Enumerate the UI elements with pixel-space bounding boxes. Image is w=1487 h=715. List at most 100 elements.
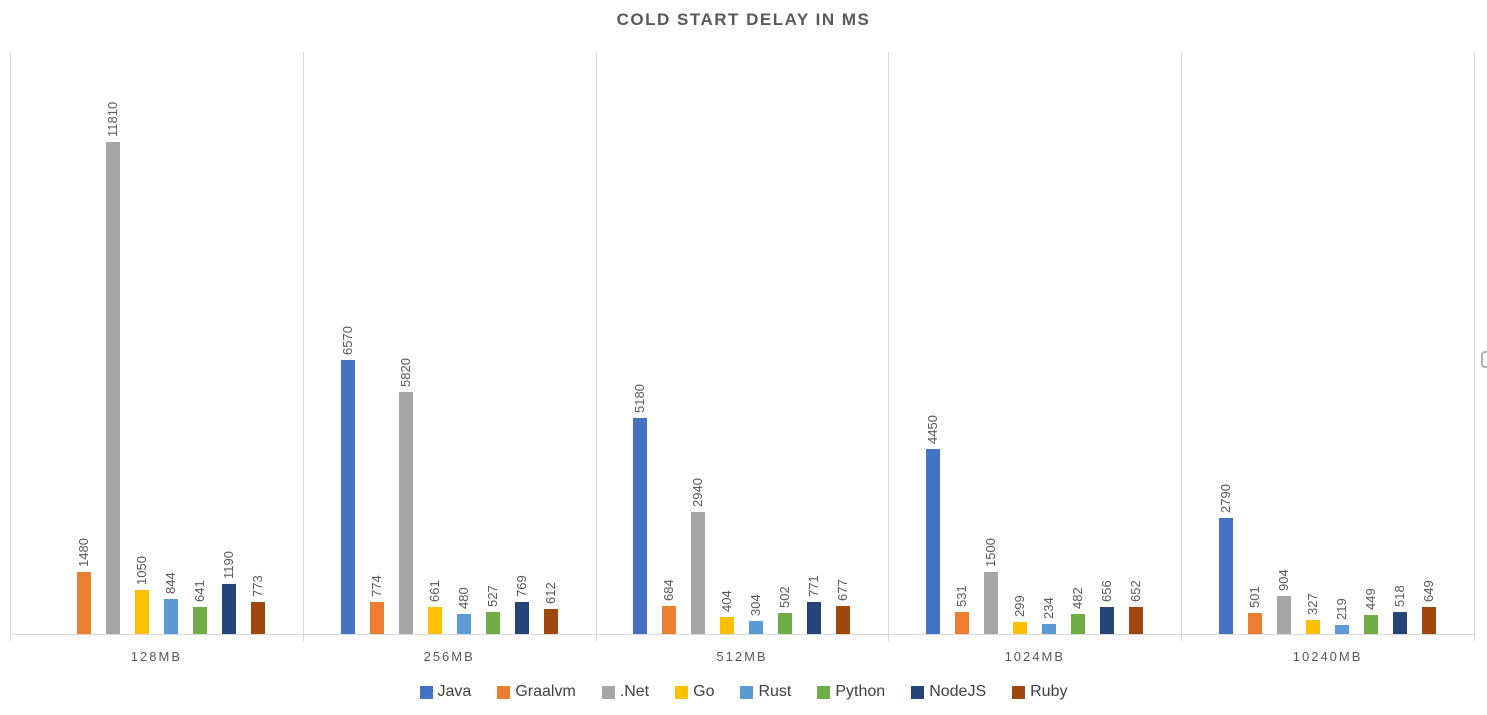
- legend-label-rust: Rust: [758, 683, 792, 700]
- legend-item-java: Java: [419, 683, 471, 701]
- bar-slot-rust-10240mb: 219: [1334, 52, 1350, 634]
- value-label-rust-256mb: 480: [455, 587, 471, 609]
- bar-graalvm-10240mb: [1248, 613, 1263, 634]
- bar-slot-java-128mb: [48, 52, 62, 634]
- bar-net-128mb: [105, 142, 120, 634]
- value-label-go-512mb: 404: [719, 590, 735, 613]
- bar-slot-net-256mb: 5820: [397, 52, 413, 634]
- legend-label-go: Go: [693, 683, 715, 700]
- category-group-128mb: 1480 11810 1050 844 641 1190 773: [10, 52, 303, 634]
- legend-item-graalvm: Graalvm: [497, 683, 576, 701]
- legend-label-net: .Net: [619, 683, 650, 700]
- bar-ruby-1024mb: [1129, 606, 1144, 634]
- legend-swatch-graalvm: [497, 685, 511, 699]
- bar-slot-nodejs-1024mb: 656: [1099, 52, 1115, 634]
- bar-rust-10240mb: [1335, 624, 1350, 634]
- legend-swatch-ruby: [1012, 685, 1026, 699]
- value-label-ruby-512mb: 677: [835, 579, 851, 601]
- bar-net-512mb: [691, 511, 706, 634]
- bar-go-1024mb: [1013, 621, 1028, 634]
- bar-slot-net-1024mb: 1500: [983, 52, 999, 634]
- category-axis: 128MB 256MB 512MB 1024MB 10240MB: [10, 635, 1474, 665]
- value-label-nodejs-10240mb: 518: [1392, 585, 1408, 608]
- bar-slot-python-10240mb: 449: [1363, 52, 1379, 634]
- bar-nodejs-10240mb: [1393, 612, 1408, 634]
- bar-graalvm-128mb: [76, 572, 91, 634]
- bar-python-1024mb: [1071, 613, 1086, 634]
- value-label-net-128mb: 11810: [104, 102, 120, 138]
- bar-ruby-128mb: [250, 601, 265, 634]
- value-label-graalvm-256mb: 774: [368, 575, 384, 597]
- bar-slot-ruby-128mb: 773: [250, 52, 265, 634]
- bar-slot-nodejs-10240mb: 518: [1392, 52, 1408, 634]
- bar-slot-net-512mb: 2940: [690, 52, 706, 634]
- legend-item-nodejs: NodeJS: [911, 683, 986, 701]
- bar-slot-nodejs-256mb: 769: [514, 52, 529, 634]
- value-label-java-1024mb: 4450: [925, 414, 941, 444]
- value-label-ruby-1024mb: 652: [1128, 580, 1144, 602]
- bar-java-10240mb: [1219, 517, 1234, 634]
- value-label-net-256mb: 5820: [397, 357, 413, 387]
- bar-slot-graalvm-10240mb: 501: [1247, 52, 1263, 634]
- bar-slot-rust-1024mb: 234: [1041, 52, 1057, 634]
- bar-slot-graalvm-256mb: 774: [368, 52, 384, 634]
- gridline: [1474, 52, 1475, 641]
- bar-rust-256mb: [456, 614, 471, 634]
- bar-slot-net-10240mb: 904: [1276, 52, 1292, 634]
- bar-nodejs-512mb: [807, 601, 822, 634]
- legend-item-python: Python: [817, 683, 885, 701]
- bar-python-10240mb: [1364, 615, 1379, 634]
- legend-label-graalvm: Graalvm: [515, 683, 576, 700]
- value-label-graalvm-1024mb: 531: [954, 585, 970, 607]
- bar-slot-rust-512mb: 304: [748, 52, 764, 634]
- cropped-ui-fragment: [1481, 351, 1487, 368]
- bar-python-256mb: [485, 612, 500, 634]
- bar-slot-python-512mb: 502: [777, 52, 793, 634]
- gridline: [595, 52, 597, 641]
- bar-slot-graalvm-1024mb: 531: [954, 52, 970, 634]
- value-label-ruby-10240mb: 649: [1421, 580, 1437, 602]
- value-label-graalvm-512mb: 684: [661, 578, 677, 601]
- value-label-python-512mb: 502: [777, 586, 793, 609]
- chart-title: COLD START DELAY IN MS: [616, 10, 871, 29]
- value-label-graalvm-128mb: 1480: [75, 538, 91, 568]
- value-label-java-256mb: 6570: [339, 326, 355, 356]
- bar-go-256mb: [427, 606, 442, 634]
- bar-slot-go-512mb: 404: [719, 52, 735, 634]
- bar-go-10240mb: [1306, 620, 1321, 634]
- legend-label-python: Python: [835, 683, 886, 700]
- bar-rust-1024mb: [1042, 624, 1057, 634]
- bar-java-1024mb: [926, 448, 941, 634]
- value-label-python-256mb: 527: [484, 585, 500, 608]
- bar-slot-ruby-10240mb: 649: [1421, 52, 1437, 634]
- bar-graalvm-512mb: [662, 605, 677, 634]
- bar-slot-ruby-1024mb: 652: [1128, 52, 1144, 634]
- bar-slot-java-1024mb: 4450: [925, 52, 941, 634]
- bar-slot-net-128mb: 11810: [104, 52, 120, 634]
- bar-slot-rust-128mb: 844: [163, 52, 178, 634]
- category-group-256mb: 6570 774 5820 661 480 527 769 612: [303, 52, 596, 634]
- legend-label-nodejs: NodeJS: [929, 683, 987, 700]
- value-label-rust-10240mb: 219: [1334, 598, 1350, 620]
- legend-swatch-nodejs: [911, 685, 925, 699]
- legend-item-rust: Rust: [740, 683, 791, 701]
- bar-graalvm-1024mb: [955, 611, 970, 634]
- bar-net-1024mb: [984, 571, 999, 634]
- bar-slot-graalvm-128mb: 1480: [75, 52, 91, 634]
- bar-slot-ruby-512mb: 677: [835, 52, 851, 634]
- value-label-rust-1024mb: 234: [1041, 597, 1057, 620]
- value-label-nodejs-128mb: 1190: [220, 551, 236, 580]
- category-label-1024mb: 1024MB: [1004, 649, 1065, 664]
- bar-ruby-10240mb: [1422, 607, 1437, 634]
- value-label-python-1024mb: 482: [1070, 587, 1086, 609]
- value-label-python-128mb: 641: [191, 580, 207, 603]
- plot-area: 1480 11810 1050 844 641 1190 773 6570 774 5820 661…: [10, 52, 1475, 641]
- bar-net-256mb: [398, 391, 413, 634]
- bar-ruby-256mb: [543, 608, 558, 634]
- category-label-256mb: 256MB: [423, 649, 475, 664]
- bar-slot-java-512mb: 5180: [632, 52, 648, 634]
- legend-swatch-java: [419, 685, 433, 699]
- bar-java-256mb: [340, 360, 355, 634]
- category-group-10240mb: 2790 501 904 327 219 449 518 649: [1181, 52, 1474, 634]
